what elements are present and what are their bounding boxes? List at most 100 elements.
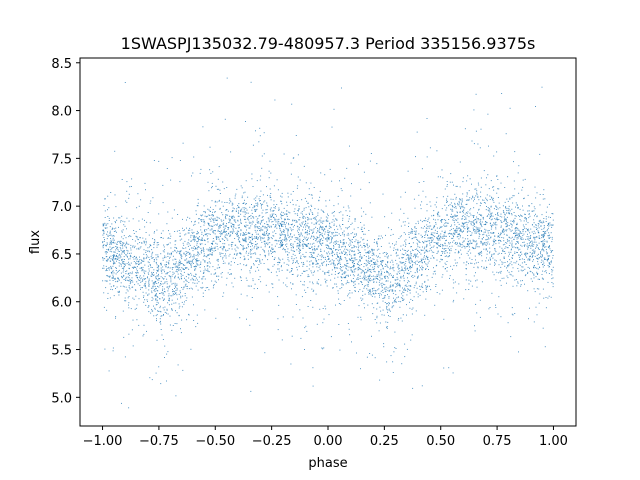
data-point [300,255,302,257]
data-point [111,235,113,237]
data-point [467,243,469,245]
data-point [340,303,342,305]
data-point [117,291,119,293]
data-point [549,222,551,224]
data-point [199,266,201,268]
data-point [342,242,344,244]
data-point [156,246,158,248]
data-point [328,239,330,241]
data-point [251,209,253,211]
data-point [115,268,117,269]
data-point [128,252,130,254]
data-point [139,259,141,260]
data-point [543,234,545,236]
data-point [344,177,346,179]
data-point [268,237,270,239]
data-point [291,230,293,232]
data-point [240,234,241,236]
data-point [541,222,543,224]
data-point [535,224,537,226]
data-point [446,198,448,200]
data-point [186,297,188,299]
data-point [104,258,106,260]
data-point [270,193,272,194]
data-point [206,215,208,217]
data-point [175,265,177,267]
data-point [107,195,109,197]
data-point [343,272,345,274]
data-point [344,253,346,255]
data-point [193,239,195,241]
data-point [351,292,353,294]
data-point [222,223,224,225]
data-point [147,276,148,278]
data-point [315,226,317,228]
data-point [404,245,406,247]
data-point [377,256,379,258]
data-point [195,248,197,250]
data-point [502,228,504,230]
data-point [299,219,301,221]
data-point [159,293,160,294]
data-point [162,307,164,309]
data-point [292,273,294,275]
data-point [219,253,221,255]
data-point [322,322,324,324]
data-point [410,230,412,232]
data-point [542,231,544,232]
data-point [444,242,446,244]
data-point [340,276,342,278]
data-point [299,238,301,240]
data-point [124,252,125,254]
data-point [415,283,417,285]
data-point [356,246,358,248]
data-point [376,163,378,165]
data-point [381,262,383,263]
data-point [442,252,443,254]
data-point [353,236,355,238]
data-point [174,284,176,286]
data-point [180,292,181,294]
data-point [545,307,547,309]
data-point [245,207,247,209]
data-point [505,246,507,248]
data-point [163,298,165,300]
data-point [360,188,362,190]
data-point [291,236,293,238]
data-point [190,236,192,238]
data-point [119,241,121,243]
data-point [445,235,447,237]
data-point [114,262,116,264]
data-point [506,221,507,223]
data-point [259,200,261,201]
data-point [479,234,481,235]
data-point [531,280,533,282]
data-point [541,256,543,258]
data-point [263,235,265,236]
data-point [250,240,252,242]
data-point [203,235,204,237]
data-point [202,276,204,278]
data-point [160,253,162,255]
data-point [402,257,404,258]
data-point [114,255,116,257]
data-point [143,257,145,259]
data-point [506,275,508,277]
data-point [462,210,464,212]
data-point [246,279,248,281]
data-point [367,285,369,287]
data-point [471,140,473,142]
data-point [158,302,159,304]
data-point [281,241,283,242]
data-point [348,244,350,246]
data-point [390,234,392,236]
data-point [110,192,112,193]
data-point [415,291,417,293]
data-point [176,287,178,289]
data-point [174,240,176,242]
data-point [133,298,135,300]
data-point [407,282,408,284]
data-point [222,245,224,247]
data-point [485,229,487,231]
data-point [244,234,246,236]
